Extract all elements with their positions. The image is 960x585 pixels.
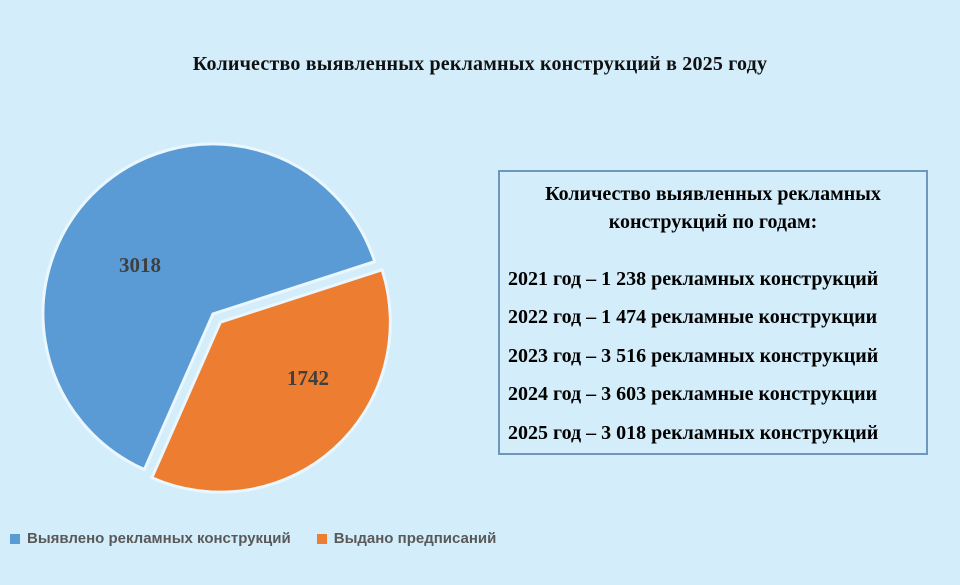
pie-chart: 3018 1742 xyxy=(41,142,392,494)
stats-row-2022: 2022 год – 1 474 рекламные конструкции xyxy=(508,306,878,329)
yearly-stats-box: Количество выявленных рекламных конструк… xyxy=(498,170,928,455)
legend-item-detected: Выявлено рекламных конструкций xyxy=(10,530,291,547)
legend-swatch-blue-icon xyxy=(10,533,20,544)
legend-label-detected: Выявлено рекламных конструкций xyxy=(27,530,291,547)
pie-slice-0 xyxy=(41,142,377,472)
pie-slices xyxy=(41,142,392,494)
stats-rows: 2021 год – 1 238 рекламных конструкций 2… xyxy=(500,260,926,452)
chart-title: Количество выявленных рекламных конструк… xyxy=(192,53,768,75)
legend-swatch-orange-icon xyxy=(316,533,327,544)
pie-slice-1 xyxy=(149,267,392,494)
pie-data-label-detected: 3018 xyxy=(119,253,161,277)
stats-row-2024: 2024 год – 3 603 рекламные конструкции xyxy=(508,383,878,406)
chart-legend: Выявлено рекламных конструкций Выдано пр… xyxy=(10,530,496,547)
stats-heading-line2: конструкций по годам: xyxy=(608,211,818,233)
stats-row-2023: 2023 год – 3 516 рекламных конструкций xyxy=(508,344,879,367)
stats-row-2025: 2025 год – 3 018 рекламных конструкций xyxy=(508,421,879,444)
legend-item-orders: Выдано предписаний xyxy=(316,530,497,547)
stats-row-2021: 2021 год – 1 238 рекламных конструкций xyxy=(508,268,879,290)
legend-label-orders: Выдано предписаний xyxy=(333,530,497,547)
stats-heading-line1: Количество выявленных рекламных xyxy=(545,183,881,205)
stats-box-heading: Количество выявленных рекламных конструк… xyxy=(500,180,926,236)
pie-data-label-orders: 1742 xyxy=(287,366,329,390)
